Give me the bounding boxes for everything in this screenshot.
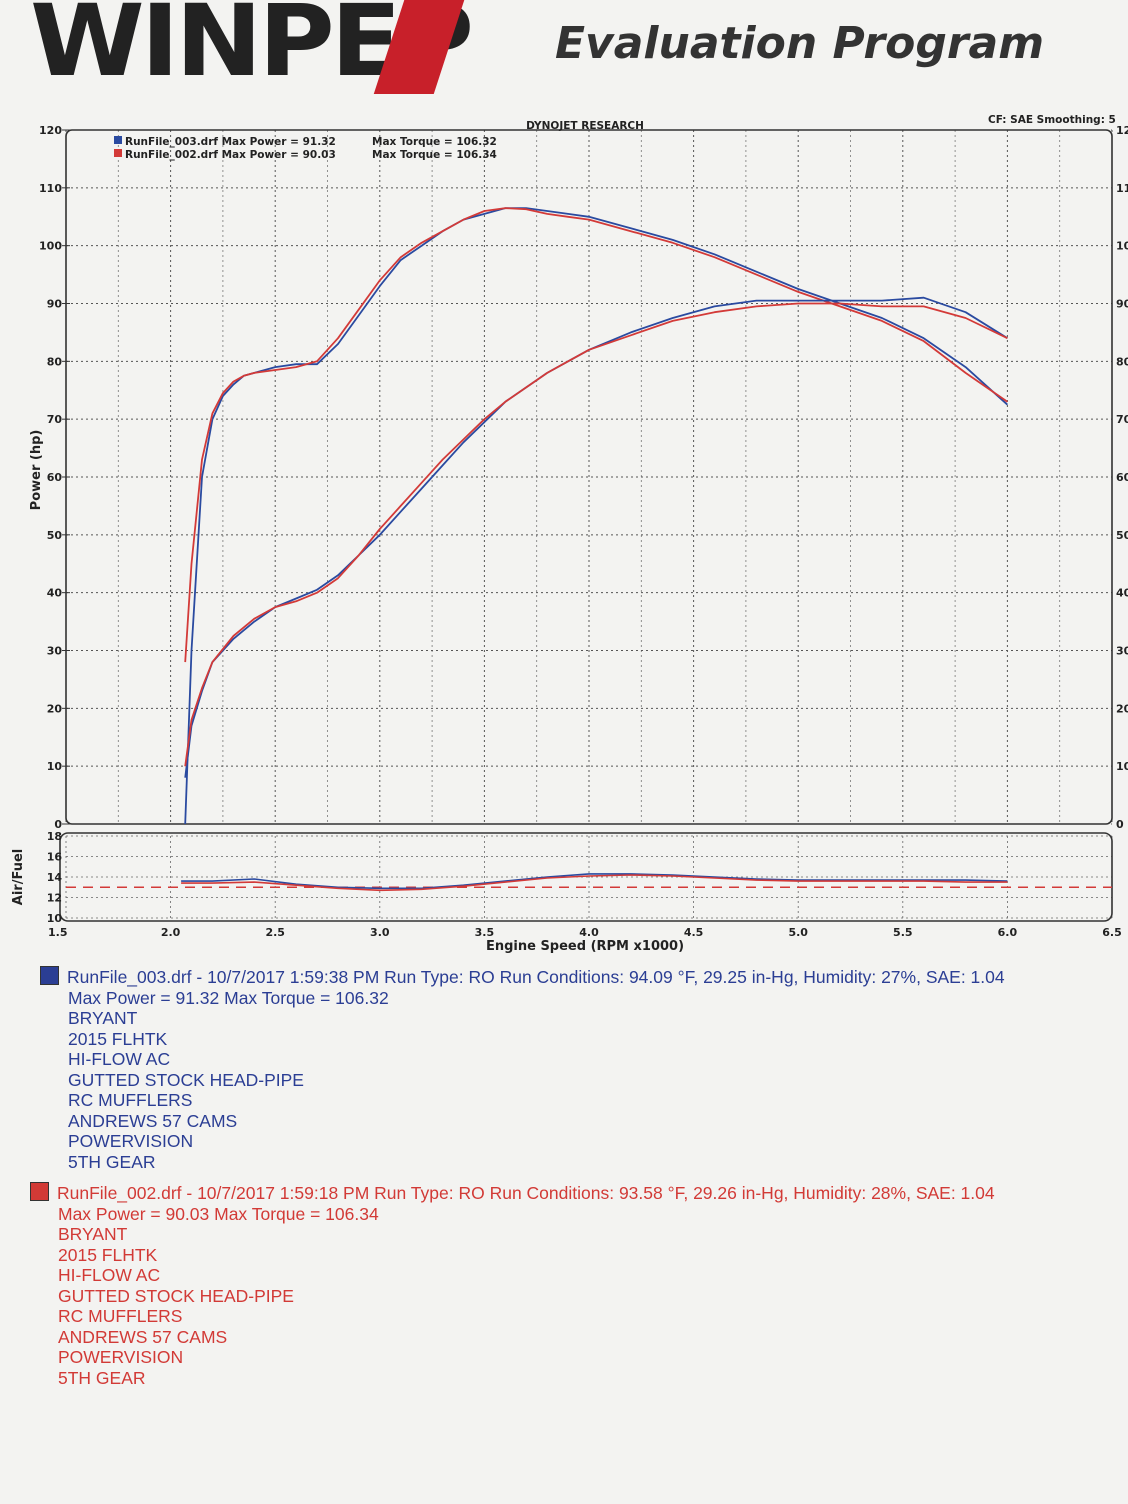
main-grid [65, 129, 1113, 825]
legend-swatch-blue [114, 136, 122, 144]
run-header-red: RunFile_002.drf - 10/7/2017 1:59:18 PM R… [57, 1183, 995, 1203]
run-note-item: POWERVISION [58, 1347, 184, 1367]
legend-torque-red: Max Torque = 106.34 [372, 149, 497, 161]
y-tick-label-right: 90 [1116, 298, 1128, 311]
run-note-item: BRYANT [68, 1008, 138, 1028]
run-max-values-red: Max Power = 90.03 Max Torque = 106.34 [58, 1203, 379, 1224]
run-note-item: HI-FLOW AC [68, 1049, 171, 1069]
airfuel-axis-title: Air/Fuel [11, 849, 26, 905]
x-tick-label: 1.5 [48, 926, 68, 939]
x-tick-label: 4.5 [684, 926, 704, 939]
x-tick-label: 3.0 [370, 926, 390, 939]
program-title: Evaluation Program [555, 18, 1045, 69]
run-note-item: GUTTED STOCK HEAD-PIPE [68, 1069, 304, 1090]
blue-power-series-line [184, 296, 1008, 778]
blue-airfuel-series-line [181, 873, 1008, 890]
run-note-item: RC MUFFLERS [58, 1306, 183, 1326]
x-tick-label: 5.5 [893, 926, 913, 939]
run-note-item: 5TH GEAR [58, 1367, 146, 1388]
y-tick-label-left: 40 [47, 587, 63, 600]
airfuel-series-layer [181, 873, 1008, 892]
y-tick-label-right: 70 [1116, 413, 1128, 426]
y-tick-label-right: 60 [1116, 471, 1128, 484]
run-swatch-blue [40, 966, 59, 985]
y-tick-label-right: 30 [1116, 645, 1128, 658]
y-tick-label-left: 10 [47, 760, 63, 773]
x-tick-label: 6.0 [998, 926, 1018, 939]
y-tick-label-right: 100 [1116, 240, 1128, 253]
run-note-item: 2015 FLHTK [58, 1244, 158, 1265]
run-note-item: RC MUFFLERS [68, 1090, 193, 1110]
run-note-item: HI-FLOW AC [58, 1265, 161, 1285]
airfuel-tick-label: 14 [47, 871, 63, 884]
main-tick-labels: 0 0 10 10 20 20 30 30 40 40 50 50 60 60 70 70 80 80 90 90 10… [39, 124, 1128, 831]
y-tick-label-left: 20 [47, 702, 63, 715]
run-notes-blue: BRYANT 2015 FLHTK HI-FLOW AC GUTTED STOCK H… [40, 1008, 1005, 1172]
run-header-blue: RunFile_003.drf - 10/7/2017 1:59:38 PM R… [67, 967, 1005, 987]
x-tick-label: 3.5 [475, 926, 495, 939]
run-info-red: RunFile_002.drf - 10/7/2017 1:59:18 PM R… [30, 1182, 995, 1388]
red-torque-series-line [184, 207, 1008, 663]
airfuel-tick-label: 12 [47, 892, 62, 905]
airfuel-tick-label: 10 [47, 912, 63, 925]
run-note-item: GUTTED STOCK HEAD-PIPE [58, 1285, 294, 1306]
chart-title: DYNOJET RESEARCH [526, 120, 644, 132]
y-tick-label-right: 110 [1116, 182, 1128, 195]
airfuel-tick-label: 16 [47, 851, 63, 864]
y-tick-label-left: 30 [47, 645, 63, 658]
run-note-item: ANDREWS 57 CAMS [58, 1326, 228, 1347]
legend-torque-blue: Max Torque = 106.32 [372, 136, 497, 148]
y-tick-label-left: 90 [47, 298, 63, 311]
red-power-series-line [184, 302, 1008, 767]
y-tick-label-right: 120 [1116, 124, 1128, 137]
x-axis-title: Engine Speed (RPM x1000) [486, 939, 684, 954]
y-tick-label-left: 60 [47, 471, 63, 484]
y-tick-label-left: 110 [39, 182, 62, 195]
y-tick-label-right: 0 [1116, 818, 1124, 831]
dyno-chart: 0 0 10 10 20 20 30 30 40 40 50 50 60 60 70 70 80 80 90 90 10… [11, 114, 1128, 954]
y-tick-label-left: 120 [39, 124, 62, 137]
y-tick-label-left: 50 [47, 529, 63, 542]
chart-settings-note: CF: SAE Smoothing: 5 [988, 114, 1116, 126]
series-layer [184, 207, 1009, 825]
legend-label-blue: RunFile_003.drf Max Power = 91.32 [125, 136, 336, 148]
y-tick-label-right: 20 [1116, 702, 1128, 715]
airfuel-plot-frame [59, 832, 1113, 922]
legend-swatch-red [114, 149, 122, 157]
y-tick-label-left: 0 [54, 818, 62, 831]
x-tick-labels: 1.5 2.0 2.5 3.0 3.5 4.0 4.5 5.0 5.5 6.0 6.5 [48, 926, 1122, 939]
x-tick-label: 2.0 [161, 926, 181, 939]
legend-label-red: RunFile_002.drf Max Power = 90.03 [125, 149, 336, 161]
x-tick-label: 2.5 [265, 926, 285, 939]
y-tick-label-right: 10 [1116, 760, 1128, 773]
y-tick-label-right: 50 [1116, 529, 1128, 542]
run-note-item: BRYANT [58, 1224, 128, 1244]
run-max-values-blue: Max Power = 91.32 Max Torque = 106.32 [68, 987, 389, 1008]
y-axis-title: Power (hp) [29, 430, 44, 511]
run-notes-red: BRYANT 2015 FLHTK HI-FLOW AC GUTTED STOCK H… [30, 1224, 995, 1388]
run-note-item: 5TH GEAR [68, 1151, 156, 1172]
x-tick-label: 5.0 [788, 926, 808, 939]
run-note-item: POWERVISION [68, 1131, 194, 1151]
y-tick-label-left: 80 [47, 355, 63, 368]
run-info-blue: RunFile_003.drf - 10/7/2017 1:59:38 PM R… [40, 966, 1005, 1172]
x-tick-label: 6.5 [1102, 926, 1122, 939]
y-tick-label-left: 100 [39, 240, 62, 253]
x-tick-label: 4.0 [579, 926, 599, 939]
y-tick-label-right: 80 [1116, 355, 1128, 368]
run-note-item: 2015 FLHTK [68, 1028, 168, 1049]
airfuel-tick-labels: 10 12 14 16 18 [47, 830, 63, 925]
airfuel-tick-label: 18 [47, 830, 62, 843]
y-tick-label-right: 40 [1116, 587, 1128, 600]
y-tick-label-left: 70 [47, 413, 63, 426]
red-airfuel-series-line [181, 874, 1008, 892]
run-swatch-red [30, 1182, 49, 1201]
run-note-item: ANDREWS 57 CAMS [68, 1110, 238, 1131]
airfuel-grid [65, 835, 1113, 919]
